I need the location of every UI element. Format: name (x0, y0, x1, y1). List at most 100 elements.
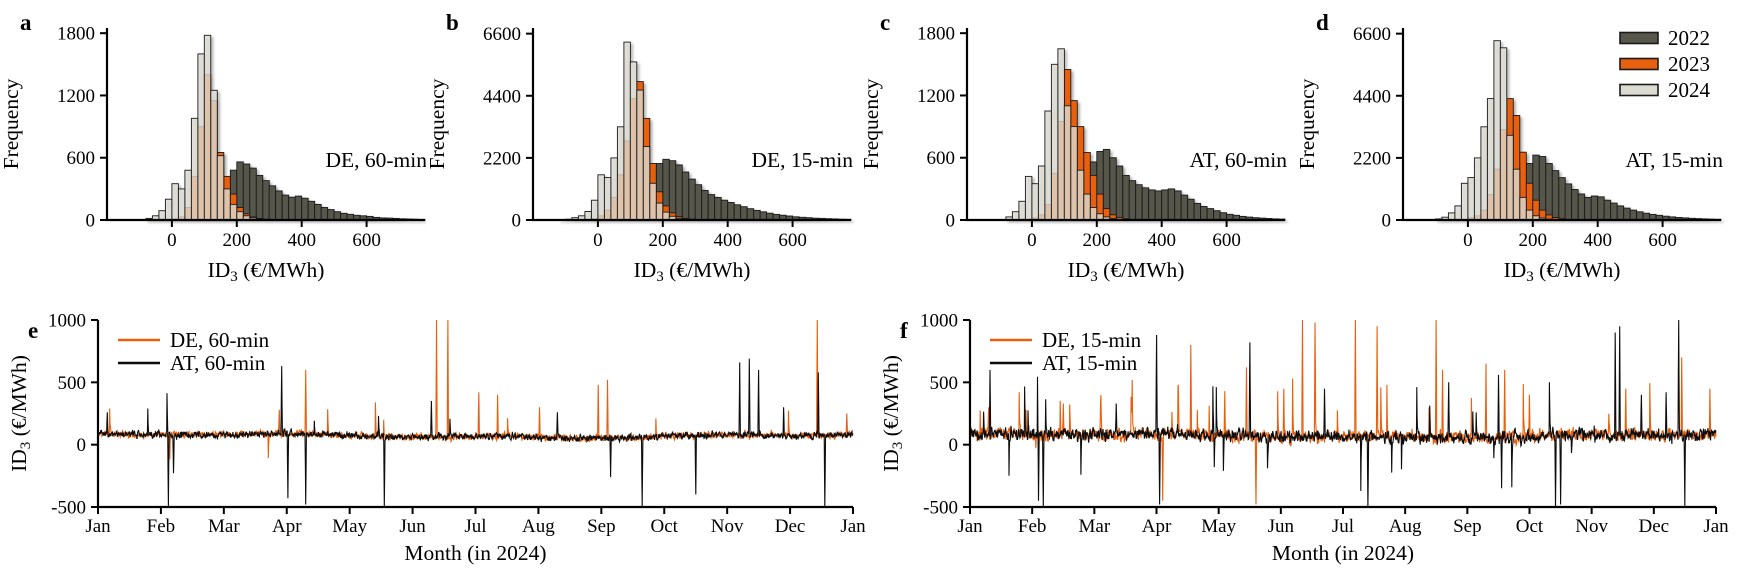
hist-bar (1063, 105, 1072, 221)
hist-bar (216, 155, 225, 221)
x-tick-label: Feb (147, 516, 176, 537)
hist-bar (333, 211, 342, 221)
y-tick-label: -500 (923, 498, 958, 519)
hist-bar (1577, 193, 1586, 221)
hist-bar (229, 203, 238, 221)
hist-bar (301, 197, 309, 221)
timeseries-lines (969, 319, 1717, 508)
x-tick-label: Jul (464, 516, 486, 537)
hist-bar (1050, 63, 1059, 221)
hist-bar (262, 180, 270, 221)
hist-bar (1519, 196, 1527, 221)
hist-bar (242, 163, 251, 221)
hist-bar (307, 200, 316, 221)
legend-label: AT, 15-min (1042, 351, 1138, 375)
x-tick-label: Sep (587, 516, 616, 537)
legend-label: DE, 60-min (170, 328, 270, 352)
y-axis-label: Frequency (0, 78, 23, 169)
hist-bar (1011, 211, 1020, 221)
x-tick-label: Nov (711, 516, 744, 537)
hist-bar (1545, 163, 1553, 221)
hist-bar (184, 169, 192, 221)
x-tick-label: May (1201, 516, 1236, 537)
hist-bar (281, 194, 290, 221)
hist-bar (171, 183, 179, 221)
hist-bar (1161, 189, 1169, 221)
x-axis-label: Month (in 2024) (1272, 541, 1414, 565)
hist-bar (1551, 170, 1560, 221)
y-tick-label: 2200 (483, 148, 521, 169)
hist-bar (268, 185, 277, 221)
hist-bar (681, 171, 690, 221)
y-tick-label: 0 (946, 211, 956, 232)
y-axis-label: Frequency (426, 78, 449, 169)
y-tick-label: 0 (512, 211, 522, 232)
hist-bar (753, 209, 761, 221)
x-tick-label: Dec (775, 516, 806, 537)
hist-bar (668, 160, 677, 221)
hist-bar (164, 198, 173, 221)
hist-bar (1493, 40, 1501, 221)
y-tick-label: 0 (77, 435, 87, 456)
x-tick-label: Jan (1703, 516, 1729, 537)
y-tick-label: 500 (58, 373, 87, 394)
x-tick-label: 600 (778, 230, 807, 251)
hist-bar (1206, 208, 1215, 221)
histogram-bars (145, 34, 426, 221)
legend-swatch-2024 (1619, 83, 1659, 97)
hist-bar (1031, 183, 1039, 221)
hist-bar (1154, 190, 1163, 221)
x-tick-label: Jan (957, 516, 983, 537)
x-tick-label: 400 (1583, 230, 1612, 251)
region-label: DE, 60-min (325, 148, 426, 172)
hist-bar (1187, 198, 1195, 221)
legend-label-2024: 2024 (1668, 78, 1711, 102)
x-tick-label: 0 (167, 230, 177, 251)
hist-bar (740, 206, 748, 221)
y-tick-label: 2200 (1353, 148, 1391, 169)
hist-bar (1076, 169, 1085, 221)
hist-bar (203, 34, 212, 221)
hist-bar (1467, 177, 1475, 221)
x-tick-label: 0 (1027, 230, 1037, 251)
x-tick-label: Jan (840, 516, 866, 537)
hist-bar (1141, 187, 1150, 221)
legend-swatch-2023 (1619, 57, 1659, 71)
y-tick-label: 500 (930, 373, 959, 394)
panel-letter: b (446, 10, 459, 35)
hist-bar (584, 211, 592, 221)
x-tick-label: 200 (1519, 230, 1548, 251)
legend-label-2023: 2023 (1668, 52, 1710, 76)
y-axis-label: ID3 (€/MWh) (7, 355, 34, 472)
hist-bar (662, 211, 670, 221)
hist-bar (314, 203, 322, 221)
hist-bar (1037, 165, 1046, 221)
panel-d-histogram-at-15min: 0 2200 4400 6600 0 200 400 600 d Frequency ID3 (€/… (1296, 10, 1723, 285)
hist-bar (649, 182, 657, 221)
hist-bar (1616, 205, 1625, 221)
region-label: AT, 15-min (1625, 148, 1723, 172)
x-axis-label: ID3 (€/MWh) (208, 258, 325, 285)
hist-bar (688, 178, 696, 221)
hist-bar (720, 199, 729, 221)
x-tick-label: 200 (223, 230, 252, 251)
x-axis-label: ID3 (€/MWh) (1068, 258, 1185, 285)
hist-bar (1128, 180, 1137, 221)
hist-bar (158, 210, 166, 221)
histogram-bars (558, 41, 852, 221)
hist-bar (190, 117, 199, 221)
x-tick-label: Jun (399, 516, 426, 537)
hist-bar (1512, 168, 1521, 221)
hist-bar (177, 188, 186, 221)
hist-bar (223, 188, 231, 221)
hist-bar (275, 190, 283, 221)
hist-bar (320, 207, 329, 221)
x-tick-label: Mar (208, 516, 240, 537)
x-tick-label: Jun (1268, 516, 1295, 537)
hist-bar (616, 126, 625, 221)
x-tick-label: Oct (651, 516, 679, 537)
hist-bar (1610, 202, 1618, 221)
legend-label-2022: 2022 (1668, 26, 1710, 50)
